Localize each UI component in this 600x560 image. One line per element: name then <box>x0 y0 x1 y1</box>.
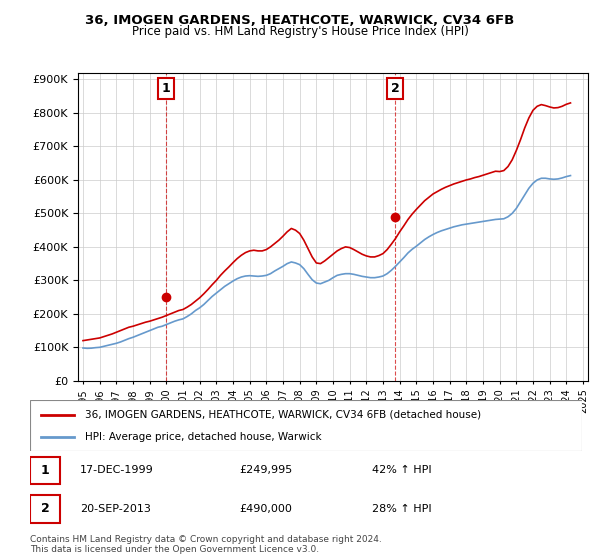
Text: 36, IMOGEN GARDENS, HEATHCOTE, WARWICK, CV34 6FB: 36, IMOGEN GARDENS, HEATHCOTE, WARWICK, … <box>85 14 515 27</box>
Text: 28% ↑ HPI: 28% ↑ HPI <box>372 504 432 514</box>
Text: 2: 2 <box>391 82 400 95</box>
Text: 20-SEP-2013: 20-SEP-2013 <box>80 504 151 514</box>
Text: Price paid vs. HM Land Registry's House Price Index (HPI): Price paid vs. HM Land Registry's House … <box>131 25 469 38</box>
FancyBboxPatch shape <box>30 400 582 451</box>
Text: £490,000: £490,000 <box>240 504 293 514</box>
FancyBboxPatch shape <box>30 495 61 523</box>
Text: £249,995: £249,995 <box>240 465 293 475</box>
Text: HPI: Average price, detached house, Warwick: HPI: Average price, detached house, Warw… <box>85 432 322 442</box>
Text: 17-DEC-1999: 17-DEC-1999 <box>80 465 154 475</box>
Text: Contains HM Land Registry data © Crown copyright and database right 2024.
This d: Contains HM Land Registry data © Crown c… <box>30 535 382 554</box>
FancyBboxPatch shape <box>30 456 61 484</box>
Text: 2: 2 <box>41 502 49 515</box>
Text: 1: 1 <box>161 82 170 95</box>
Text: 36, IMOGEN GARDENS, HEATHCOTE, WARWICK, CV34 6FB (detached house): 36, IMOGEN GARDENS, HEATHCOTE, WARWICK, … <box>85 409 481 419</box>
Text: 1: 1 <box>41 464 49 477</box>
Text: 42% ↑ HPI: 42% ↑ HPI <box>372 465 432 475</box>
